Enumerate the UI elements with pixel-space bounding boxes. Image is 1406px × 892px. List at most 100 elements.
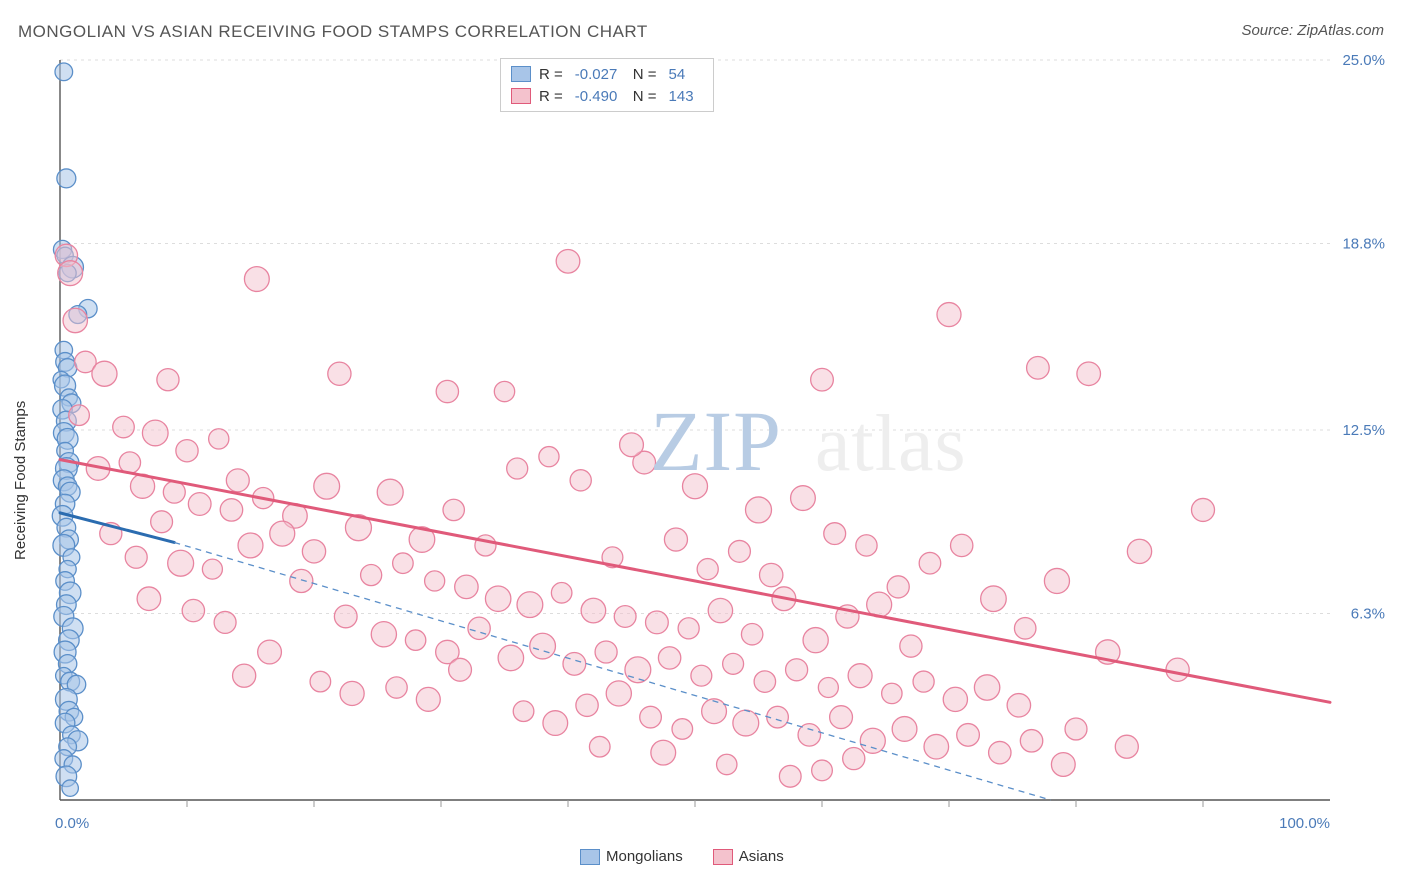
data-point: [57, 169, 76, 188]
data-point: [830, 706, 853, 729]
data-point: [581, 598, 606, 623]
data-point: [513, 701, 534, 722]
y-axis-label: Receiving Food Stamps: [12, 401, 29, 560]
data-point: [957, 724, 980, 747]
data-point: [913, 671, 934, 692]
data-point: [1191, 498, 1214, 521]
legend-swatch: [511, 88, 531, 104]
data-point: [163, 481, 185, 503]
data-point: [449, 658, 472, 681]
data-point: [539, 447, 559, 467]
data-point: [361, 564, 382, 585]
r-label: R =: [539, 88, 563, 105]
data-point: [238, 533, 263, 558]
data-point: [485, 586, 510, 611]
data-point: [682, 474, 707, 499]
ytick-label: 6.3%: [1351, 606, 1385, 623]
data-point: [63, 308, 87, 332]
data-point: [209, 429, 229, 449]
data-point: [530, 633, 556, 659]
data-point: [517, 592, 543, 618]
n-value: 54: [669, 66, 703, 83]
data-point: [507, 458, 528, 479]
data-point: [556, 249, 580, 273]
n-value: 143: [669, 88, 703, 105]
scatter-plot: 25.0%18.8%12.5%6.3%0.0%100.0%: [50, 50, 1390, 840]
legend-label: Mongolians: [606, 848, 683, 865]
data-point: [302, 540, 325, 563]
series-legend: MongoliansAsians: [580, 848, 784, 865]
chart-container: MONGOLIAN VS ASIAN RECEIVING FOOD STAMPS…: [0, 0, 1406, 892]
data-point: [672, 719, 693, 740]
data-point: [741, 624, 762, 645]
r-value: -0.027: [575, 66, 625, 83]
data-point: [443, 499, 464, 520]
data-point: [589, 736, 610, 757]
data-point: [733, 710, 759, 736]
data-point: [974, 675, 999, 700]
data-point: [377, 479, 403, 505]
ytick-label: 18.8%: [1342, 236, 1385, 253]
data-point: [892, 717, 917, 742]
data-point: [142, 420, 168, 446]
data-point: [620, 433, 644, 457]
legend-swatch: [580, 849, 600, 865]
data-point: [468, 617, 490, 639]
data-point: [182, 599, 204, 621]
stats-row: R =-0.027N =54: [511, 63, 703, 85]
data-point: [425, 571, 445, 591]
data-point: [188, 493, 211, 516]
data-point: [717, 754, 737, 774]
data-point: [498, 645, 524, 671]
data-point: [55, 63, 73, 81]
data-point: [691, 665, 712, 686]
data-point: [824, 523, 846, 545]
data-point: [746, 497, 772, 523]
data-point: [664, 528, 687, 551]
data-point: [214, 611, 236, 633]
data-point: [244, 267, 269, 292]
data-point: [887, 576, 909, 598]
data-point: [943, 687, 967, 711]
data-point: [1014, 618, 1035, 639]
data-point: [137, 587, 161, 611]
data-point: [328, 362, 351, 385]
n-label: N =: [633, 66, 657, 83]
data-point: [405, 630, 425, 650]
data-point: [651, 740, 676, 765]
data-point: [290, 569, 313, 592]
data-point: [202, 559, 222, 579]
data-point: [951, 534, 973, 556]
xtick-label: 100.0%: [1279, 815, 1330, 832]
data-point: [220, 499, 242, 521]
data-point: [1166, 658, 1189, 681]
data-point: [1077, 362, 1101, 386]
data-point: [595, 641, 617, 663]
data-point: [937, 303, 961, 327]
ytick-label: 12.5%: [1342, 422, 1385, 439]
data-point: [494, 381, 514, 401]
data-point: [812, 760, 833, 781]
data-point: [113, 416, 135, 438]
data-point: [258, 640, 282, 664]
data-point: [614, 606, 636, 628]
data-point: [981, 586, 1007, 612]
data-point: [702, 699, 727, 724]
data-point: [779, 765, 801, 787]
data-point: [900, 635, 922, 657]
data-point: [1127, 539, 1151, 563]
data-point: [570, 470, 591, 491]
data-point: [455, 575, 478, 598]
data-point: [340, 681, 364, 705]
data-point: [658, 647, 680, 669]
legend-item: Mongolians: [580, 848, 683, 865]
data-point: [58, 261, 83, 286]
stats-row: R =-0.490N =143: [511, 85, 703, 107]
data-point: [760, 563, 783, 586]
data-point: [708, 598, 732, 622]
data-point: [1044, 568, 1069, 593]
data-point: [69, 405, 90, 426]
data-point: [811, 368, 834, 391]
source-label: Source: ZipAtlas.com: [1241, 22, 1384, 39]
data-point: [393, 553, 414, 574]
